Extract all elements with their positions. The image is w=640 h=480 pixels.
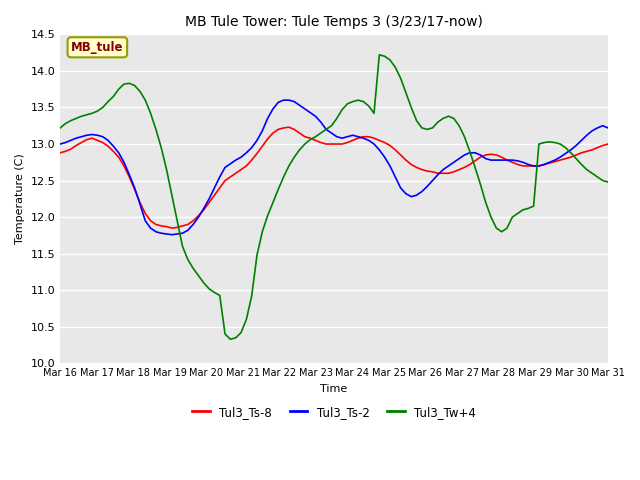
X-axis label: Time: Time	[321, 384, 348, 394]
Title: MB Tule Tower: Tule Temps 3 (3/23/17-now): MB Tule Tower: Tule Temps 3 (3/23/17-now…	[185, 15, 483, 29]
Y-axis label: Temperature (C): Temperature (C)	[15, 154, 25, 244]
Text: MB_tule: MB_tule	[71, 41, 124, 54]
Legend: Tul3_Ts-8, Tul3_Ts-2, Tul3_Tw+4: Tul3_Ts-8, Tul3_Ts-2, Tul3_Tw+4	[188, 401, 481, 423]
